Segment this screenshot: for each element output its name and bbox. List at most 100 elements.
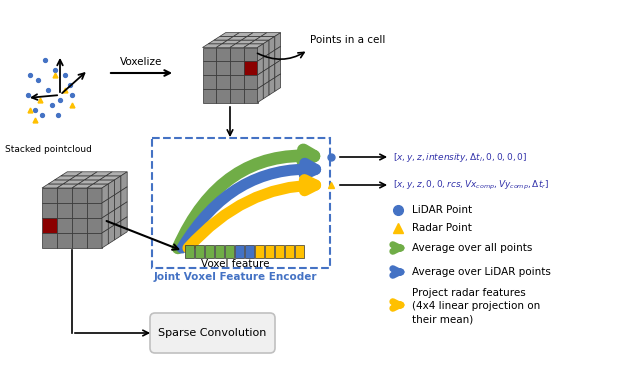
- Polygon shape: [78, 180, 100, 184]
- Polygon shape: [257, 57, 263, 75]
- Polygon shape: [93, 180, 115, 184]
- Text: $[x, y, z, intensity, \Delta t_l, 0, 0, 0, 0]$: $[x, y, z, intensity, \Delta t_l, 0, 0, …: [393, 150, 527, 164]
- Polygon shape: [263, 40, 269, 57]
- Bar: [230, 48, 244, 61]
- Bar: [244, 48, 257, 61]
- Text: Points in a cell: Points in a cell: [310, 35, 385, 45]
- Bar: [87, 203, 102, 218]
- Bar: [72, 203, 87, 218]
- Polygon shape: [263, 54, 269, 71]
- Polygon shape: [108, 210, 115, 229]
- Polygon shape: [102, 229, 108, 248]
- Bar: [202, 61, 216, 75]
- Polygon shape: [42, 184, 63, 188]
- Polygon shape: [228, 36, 247, 40]
- Polygon shape: [234, 33, 253, 36]
- Polygon shape: [121, 202, 127, 221]
- Text: Radar Point: Radar Point: [412, 223, 472, 233]
- Bar: [216, 89, 230, 102]
- Bar: [42, 218, 57, 233]
- Text: Voxel feature: Voxel feature: [201, 259, 269, 269]
- Polygon shape: [275, 74, 280, 92]
- Bar: [285, 245, 294, 258]
- Polygon shape: [216, 44, 236, 48]
- Bar: [255, 245, 264, 258]
- Polygon shape: [269, 78, 275, 95]
- Polygon shape: [115, 176, 121, 195]
- Bar: [205, 245, 214, 258]
- Polygon shape: [263, 81, 269, 99]
- Text: Average over all points: Average over all points: [412, 243, 532, 253]
- Polygon shape: [257, 71, 263, 89]
- Polygon shape: [87, 184, 108, 188]
- Bar: [87, 233, 102, 248]
- Polygon shape: [247, 33, 267, 36]
- Polygon shape: [108, 180, 115, 199]
- Polygon shape: [102, 184, 108, 203]
- Polygon shape: [269, 50, 275, 68]
- Text: Average over LiDAR points: Average over LiDAR points: [412, 267, 551, 277]
- Polygon shape: [61, 172, 82, 176]
- Bar: [275, 245, 284, 258]
- Polygon shape: [115, 206, 121, 225]
- Bar: [216, 75, 230, 89]
- Polygon shape: [76, 172, 97, 176]
- Polygon shape: [115, 191, 121, 210]
- Polygon shape: [275, 60, 280, 78]
- Polygon shape: [269, 64, 275, 81]
- Text: (4x4 linear projection on: (4x4 linear projection on: [412, 301, 540, 311]
- Bar: [87, 218, 102, 233]
- Polygon shape: [208, 40, 228, 44]
- Polygon shape: [202, 44, 222, 48]
- Polygon shape: [121, 187, 127, 206]
- Bar: [185, 245, 194, 258]
- Bar: [244, 61, 257, 75]
- Polygon shape: [255, 36, 275, 40]
- Polygon shape: [220, 33, 239, 36]
- Bar: [42, 203, 57, 218]
- Polygon shape: [250, 40, 269, 44]
- Bar: [42, 233, 57, 248]
- Polygon shape: [263, 68, 269, 85]
- Bar: [87, 188, 102, 203]
- Polygon shape: [244, 44, 263, 48]
- Polygon shape: [108, 225, 115, 244]
- Bar: [235, 245, 244, 258]
- Polygon shape: [121, 172, 127, 191]
- Polygon shape: [106, 172, 127, 176]
- Bar: [230, 75, 244, 89]
- Bar: [216, 48, 230, 61]
- Polygon shape: [115, 221, 121, 240]
- Polygon shape: [63, 180, 84, 184]
- Bar: [57, 218, 72, 233]
- Polygon shape: [261, 33, 280, 36]
- Bar: [42, 188, 57, 203]
- Polygon shape: [257, 44, 263, 61]
- Polygon shape: [100, 176, 121, 180]
- Polygon shape: [241, 36, 261, 40]
- Bar: [295, 245, 304, 258]
- Polygon shape: [257, 85, 263, 102]
- Bar: [230, 89, 244, 102]
- Text: Stacked pointcloud: Stacked pointcloud: [5, 145, 92, 154]
- Polygon shape: [214, 36, 234, 40]
- Bar: [57, 233, 72, 248]
- Text: Sparse Convolution: Sparse Convolution: [158, 328, 266, 338]
- Polygon shape: [70, 176, 91, 180]
- Polygon shape: [54, 176, 76, 180]
- Bar: [202, 89, 216, 102]
- Bar: [202, 48, 216, 61]
- Polygon shape: [275, 33, 280, 50]
- Text: $[x, y, z, 0, 0, rcs, Vx_{comp}, Vy_{comp}, \Delta t_r]$: $[x, y, z, 0, 0, rcs, Vx_{comp}, Vy_{com…: [393, 179, 549, 191]
- Text: their mean): their mean): [412, 314, 473, 324]
- Bar: [72, 218, 87, 233]
- Bar: [195, 245, 204, 258]
- Bar: [215, 245, 224, 258]
- Bar: [265, 245, 274, 258]
- Polygon shape: [48, 180, 70, 184]
- Bar: [216, 61, 230, 75]
- Bar: [202, 75, 216, 89]
- Polygon shape: [222, 40, 241, 44]
- Polygon shape: [121, 217, 127, 236]
- Text: LiDAR Point: LiDAR Point: [412, 205, 472, 215]
